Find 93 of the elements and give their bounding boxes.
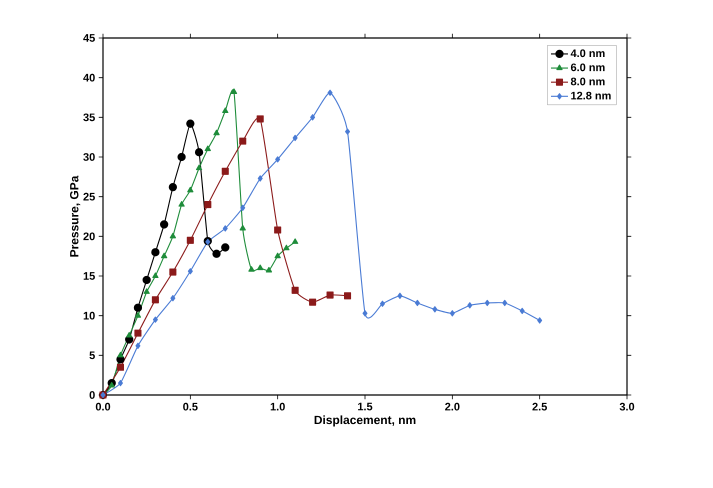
point	[502, 300, 508, 306]
point	[292, 238, 298, 244]
point	[116, 364, 124, 371]
point	[520, 308, 525, 314]
point	[204, 201, 212, 208]
point	[222, 168, 229, 175]
point	[126, 332, 132, 338]
y-axis-title: Pressure, GPa	[70, 176, 80, 257]
point	[169, 268, 176, 276]
point	[256, 115, 264, 122]
point	[221, 243, 230, 252]
legend-label: 12.8 nm	[571, 92, 611, 100]
point	[257, 264, 264, 270]
point	[168, 183, 178, 192]
point	[204, 146, 211, 152]
point	[344, 292, 352, 300]
point	[151, 248, 160, 256]
x-tick-label: 2.5	[532, 402, 547, 411]
point	[240, 224, 246, 230]
y-tick-label: 15	[84, 272, 95, 280]
point	[222, 107, 228, 114]
point	[397, 292, 402, 299]
point	[467, 302, 472, 308]
x-tick-label: 1.0	[270, 402, 285, 411]
point	[213, 130, 220, 136]
point	[414, 300, 420, 306]
point	[258, 175, 263, 182]
point	[266, 266, 272, 272]
legend-label: 4.0 nm	[570, 49, 605, 58]
point	[310, 114, 316, 120]
y-tick-label: 25	[83, 192, 95, 201]
point	[283, 244, 290, 250]
point	[160, 252, 168, 258]
point	[274, 252, 281, 258]
point	[142, 276, 151, 284]
point	[117, 352, 124, 358]
x-tick-label: 0.5	[183, 402, 198, 411]
x-tick-label: 1.5	[358, 402, 372, 410]
y-tick-label: 45	[83, 34, 95, 42]
legend-label: 8.0 nm	[570, 78, 605, 86]
point	[292, 286, 299, 294]
point	[188, 268, 193, 274]
y-tick-label: 10	[84, 312, 95, 320]
point	[328, 90, 333, 96]
point	[537, 317, 542, 324]
point	[177, 152, 186, 162]
y-tick-label: 20	[83, 232, 95, 240]
point	[134, 330, 142, 337]
point	[187, 186, 194, 192]
point	[134, 312, 142, 318]
point	[248, 266, 255, 272]
y-tick-label: 0	[90, 391, 95, 399]
point	[309, 298, 316, 306]
point	[170, 295, 176, 302]
point	[186, 120, 194, 128]
point	[196, 164, 202, 170]
point	[178, 201, 185, 207]
point	[239, 138, 246, 145]
point	[152, 316, 158, 323]
y-tick-label: 5	[89, 352, 95, 360]
point	[108, 382, 115, 388]
point	[135, 342, 140, 349]
x-axis-title: Displacement, nm	[314, 415, 416, 427]
point	[144, 288, 150, 294]
point	[170, 232, 176, 238]
x-tick-label: 3.0	[620, 402, 634, 411]
point	[160, 220, 168, 229]
point	[362, 310, 368, 316]
point	[275, 156, 280, 163]
point	[152, 272, 159, 278]
point	[212, 250, 221, 258]
point	[222, 225, 228, 232]
point	[450, 310, 455, 316]
x-tick-label: 0.0	[96, 402, 110, 411]
point	[152, 296, 159, 304]
point	[194, 148, 204, 156]
point	[326, 292, 334, 299]
point	[118, 380, 123, 386]
point	[240, 204, 246, 211]
point	[484, 300, 490, 306]
y-tick-label: 40	[83, 74, 95, 82]
point	[380, 300, 385, 307]
point	[274, 226, 282, 234]
x-tick-label: 2.0	[445, 402, 460, 411]
point	[292, 134, 298, 142]
y-tick-label: 30	[83, 153, 95, 161]
point	[432, 306, 438, 312]
legend-label: 6.0 nm	[570, 63, 605, 72]
point	[134, 304, 142, 312]
y-tick-label: 35	[83, 113, 95, 122]
point	[345, 128, 350, 135]
point	[186, 236, 194, 244]
point	[230, 88, 238, 94]
